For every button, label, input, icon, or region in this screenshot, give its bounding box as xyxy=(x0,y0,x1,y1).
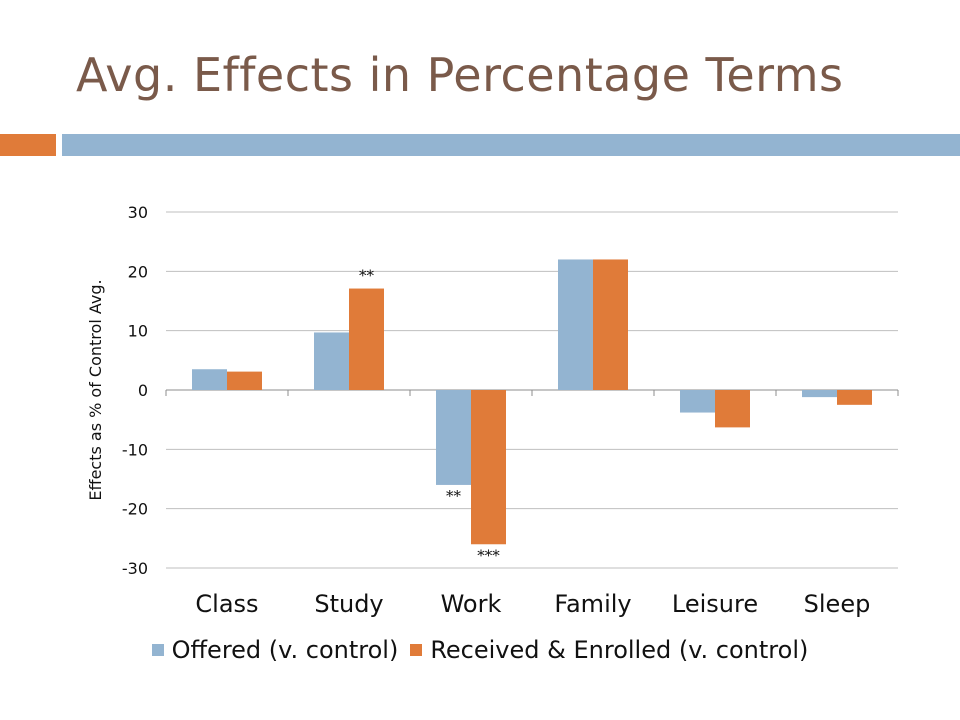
bar-class-received xyxy=(227,371,262,390)
accent-bar-left xyxy=(0,134,56,156)
bar-class-offered xyxy=(192,369,227,390)
y-tick-label: -20 xyxy=(122,500,148,519)
x-tick-label: Family xyxy=(554,590,631,618)
y-tick-label: -10 xyxy=(122,440,148,459)
x-tick-label: Leisure xyxy=(672,590,758,618)
accent-bar-right xyxy=(62,134,960,156)
legend-swatch-offered xyxy=(151,644,164,656)
slide-title: Avg. Effects in Percentage Terms xyxy=(76,48,844,102)
significance-label: *** xyxy=(477,546,500,564)
legend-label-received: Received & Enrolled (v. control) xyxy=(430,636,809,664)
x-tick-label: Study xyxy=(314,590,383,618)
x-tick-label: Work xyxy=(441,590,502,618)
legend-item-offered: Offered (v. control) xyxy=(151,636,399,664)
legend-label-offered: Offered (v. control) xyxy=(171,636,399,664)
bar-leisure-received xyxy=(715,390,750,428)
y-tick-label: 20 xyxy=(128,262,148,281)
y-tick-label: -30 xyxy=(122,559,148,578)
bar-family-offered xyxy=(558,259,593,390)
bar-sleep-offered xyxy=(802,390,837,398)
chart-legend: Offered (v. control) Received & Enrolled… xyxy=(0,636,960,664)
significance-label: ** xyxy=(446,487,462,505)
bar-leisure-offered xyxy=(680,390,715,413)
significance-label: ** xyxy=(359,267,375,285)
bar-sleep-received xyxy=(837,390,872,405)
y-axis-label: Effects as % of Control Avg. xyxy=(86,279,105,500)
y-tick-label: 30 xyxy=(128,203,148,222)
y-tick-label: 0 xyxy=(138,381,148,400)
bar-study-received xyxy=(349,288,384,390)
legend-item-received: Received & Enrolled (v. control) xyxy=(410,636,808,664)
bar-work-offered xyxy=(436,390,471,485)
bar-study-offered xyxy=(314,332,349,390)
x-tick-label: Sleep xyxy=(804,590,871,618)
legend-swatch-received xyxy=(410,644,423,656)
x-tick-label: Class xyxy=(195,590,258,618)
y-tick-label: 10 xyxy=(128,322,148,341)
bar-family-received xyxy=(593,259,628,390)
bar-work-received xyxy=(471,390,506,545)
